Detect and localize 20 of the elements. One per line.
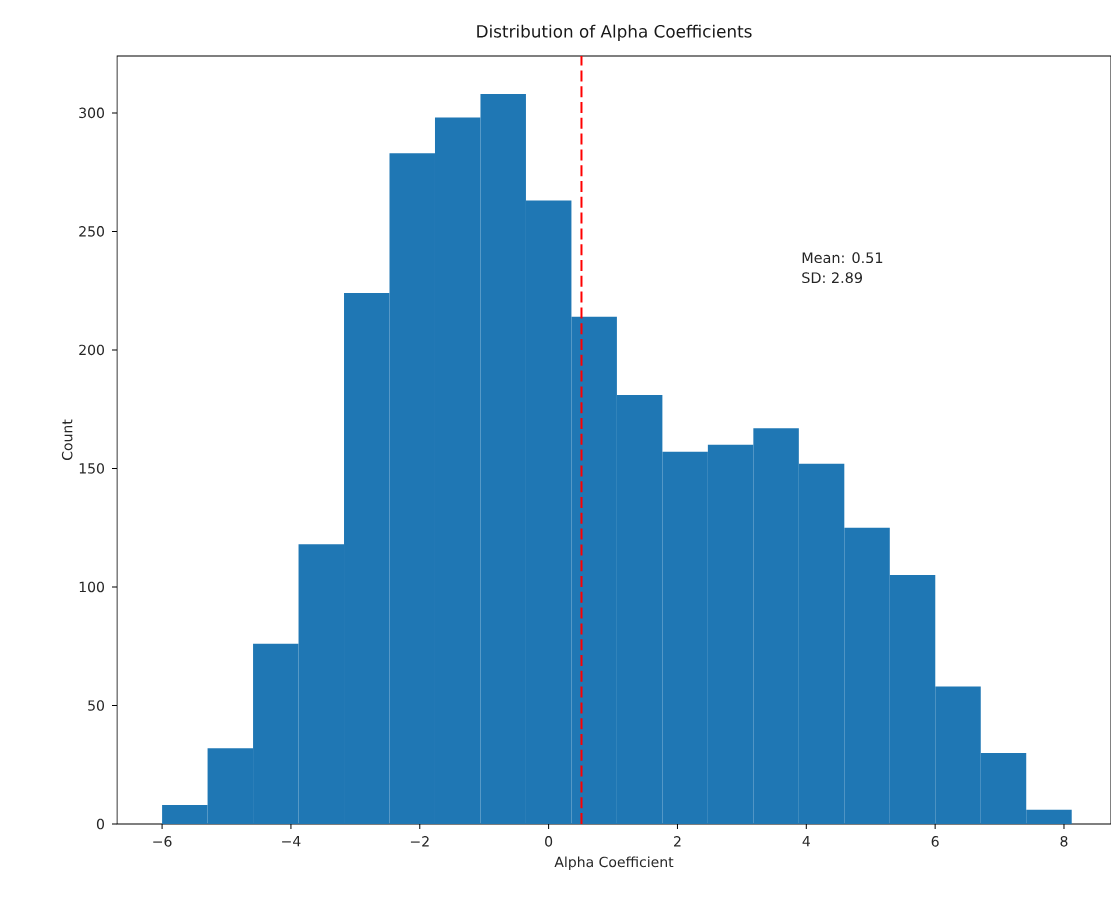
x-axis-title: Alpha Coefficient — [554, 856, 674, 870]
x-tick-label: −2 — [410, 836, 429, 847]
x-tick-label: 0 — [545, 836, 553, 847]
y-tick-label: 250 — [79, 226, 104, 237]
x-tick-label: 2 — [674, 836, 681, 847]
y-tick-label: 50 — [88, 700, 104, 711]
y-tick-label: 0 — [96, 818, 104, 830]
x-tick-label: 8 — [1060, 836, 1068, 847]
y-tick-label: 150 — [79, 463, 104, 474]
chart-title: Distribution of Alpha Coefficients — [477, 24, 752, 41]
annotation: Mean: 0.51 — [802, 252, 883, 264]
x-tick-label: 6 — [931, 836, 939, 847]
y-tick-label: 100 — [79, 581, 104, 593]
y-tick-label: 200 — [79, 344, 104, 356]
annotation: SD: 2.89 — [802, 272, 862, 284]
y-axis-title: Count — [61, 419, 73, 460]
x-tick-label: −4 — [282, 836, 301, 847]
x-tick-label: −6 — [153, 836, 172, 847]
y-tick-label: 300 — [79, 107, 104, 119]
x-tick-label: 4 — [802, 836, 810, 847]
